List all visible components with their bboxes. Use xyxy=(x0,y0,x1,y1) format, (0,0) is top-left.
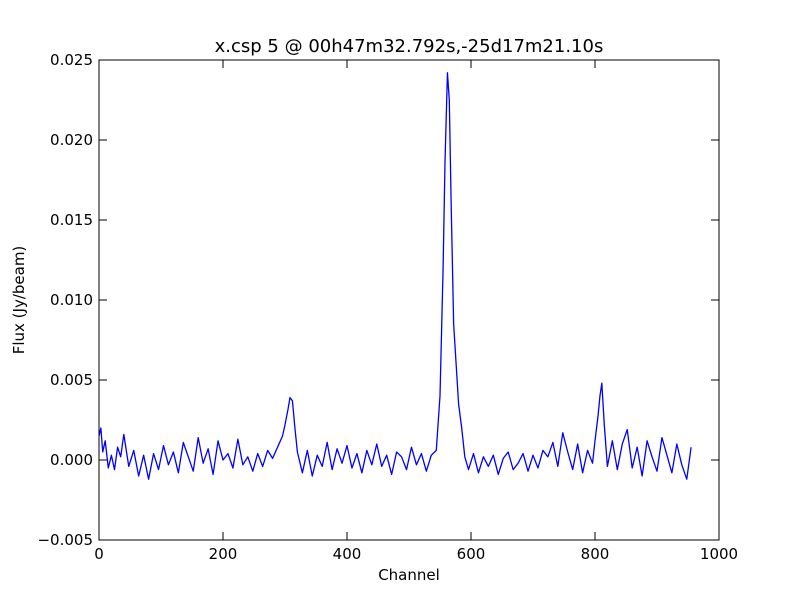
y-tick-label: 0.025 xyxy=(50,51,93,69)
y-tick-label: 0.015 xyxy=(50,211,93,229)
x-tick-label: 1000 xyxy=(700,545,738,563)
x-tick-label: 200 xyxy=(209,545,238,563)
y-tick-label: 0.020 xyxy=(50,131,93,149)
y-tick-label: −0.005 xyxy=(37,531,93,549)
x-tick-label: 0 xyxy=(94,545,104,563)
x-tick-label: 400 xyxy=(333,545,362,563)
data-line xyxy=(98,72,692,480)
y-axis-label: Flux (Jy/beam) xyxy=(10,246,28,355)
y-tick-label: 0.000 xyxy=(50,451,93,469)
x-tick-label: 600 xyxy=(457,545,486,563)
y-tick-label: 0.005 xyxy=(50,371,93,389)
x-tick-label: 800 xyxy=(581,545,610,563)
x-axis-label: Channel xyxy=(378,566,440,584)
chart-title: x.csp 5 @ 00h47m32.792s,-25d17m21.10s xyxy=(215,36,604,57)
plot-frame xyxy=(98,59,720,541)
y-tick-label: 0.010 xyxy=(50,291,93,309)
